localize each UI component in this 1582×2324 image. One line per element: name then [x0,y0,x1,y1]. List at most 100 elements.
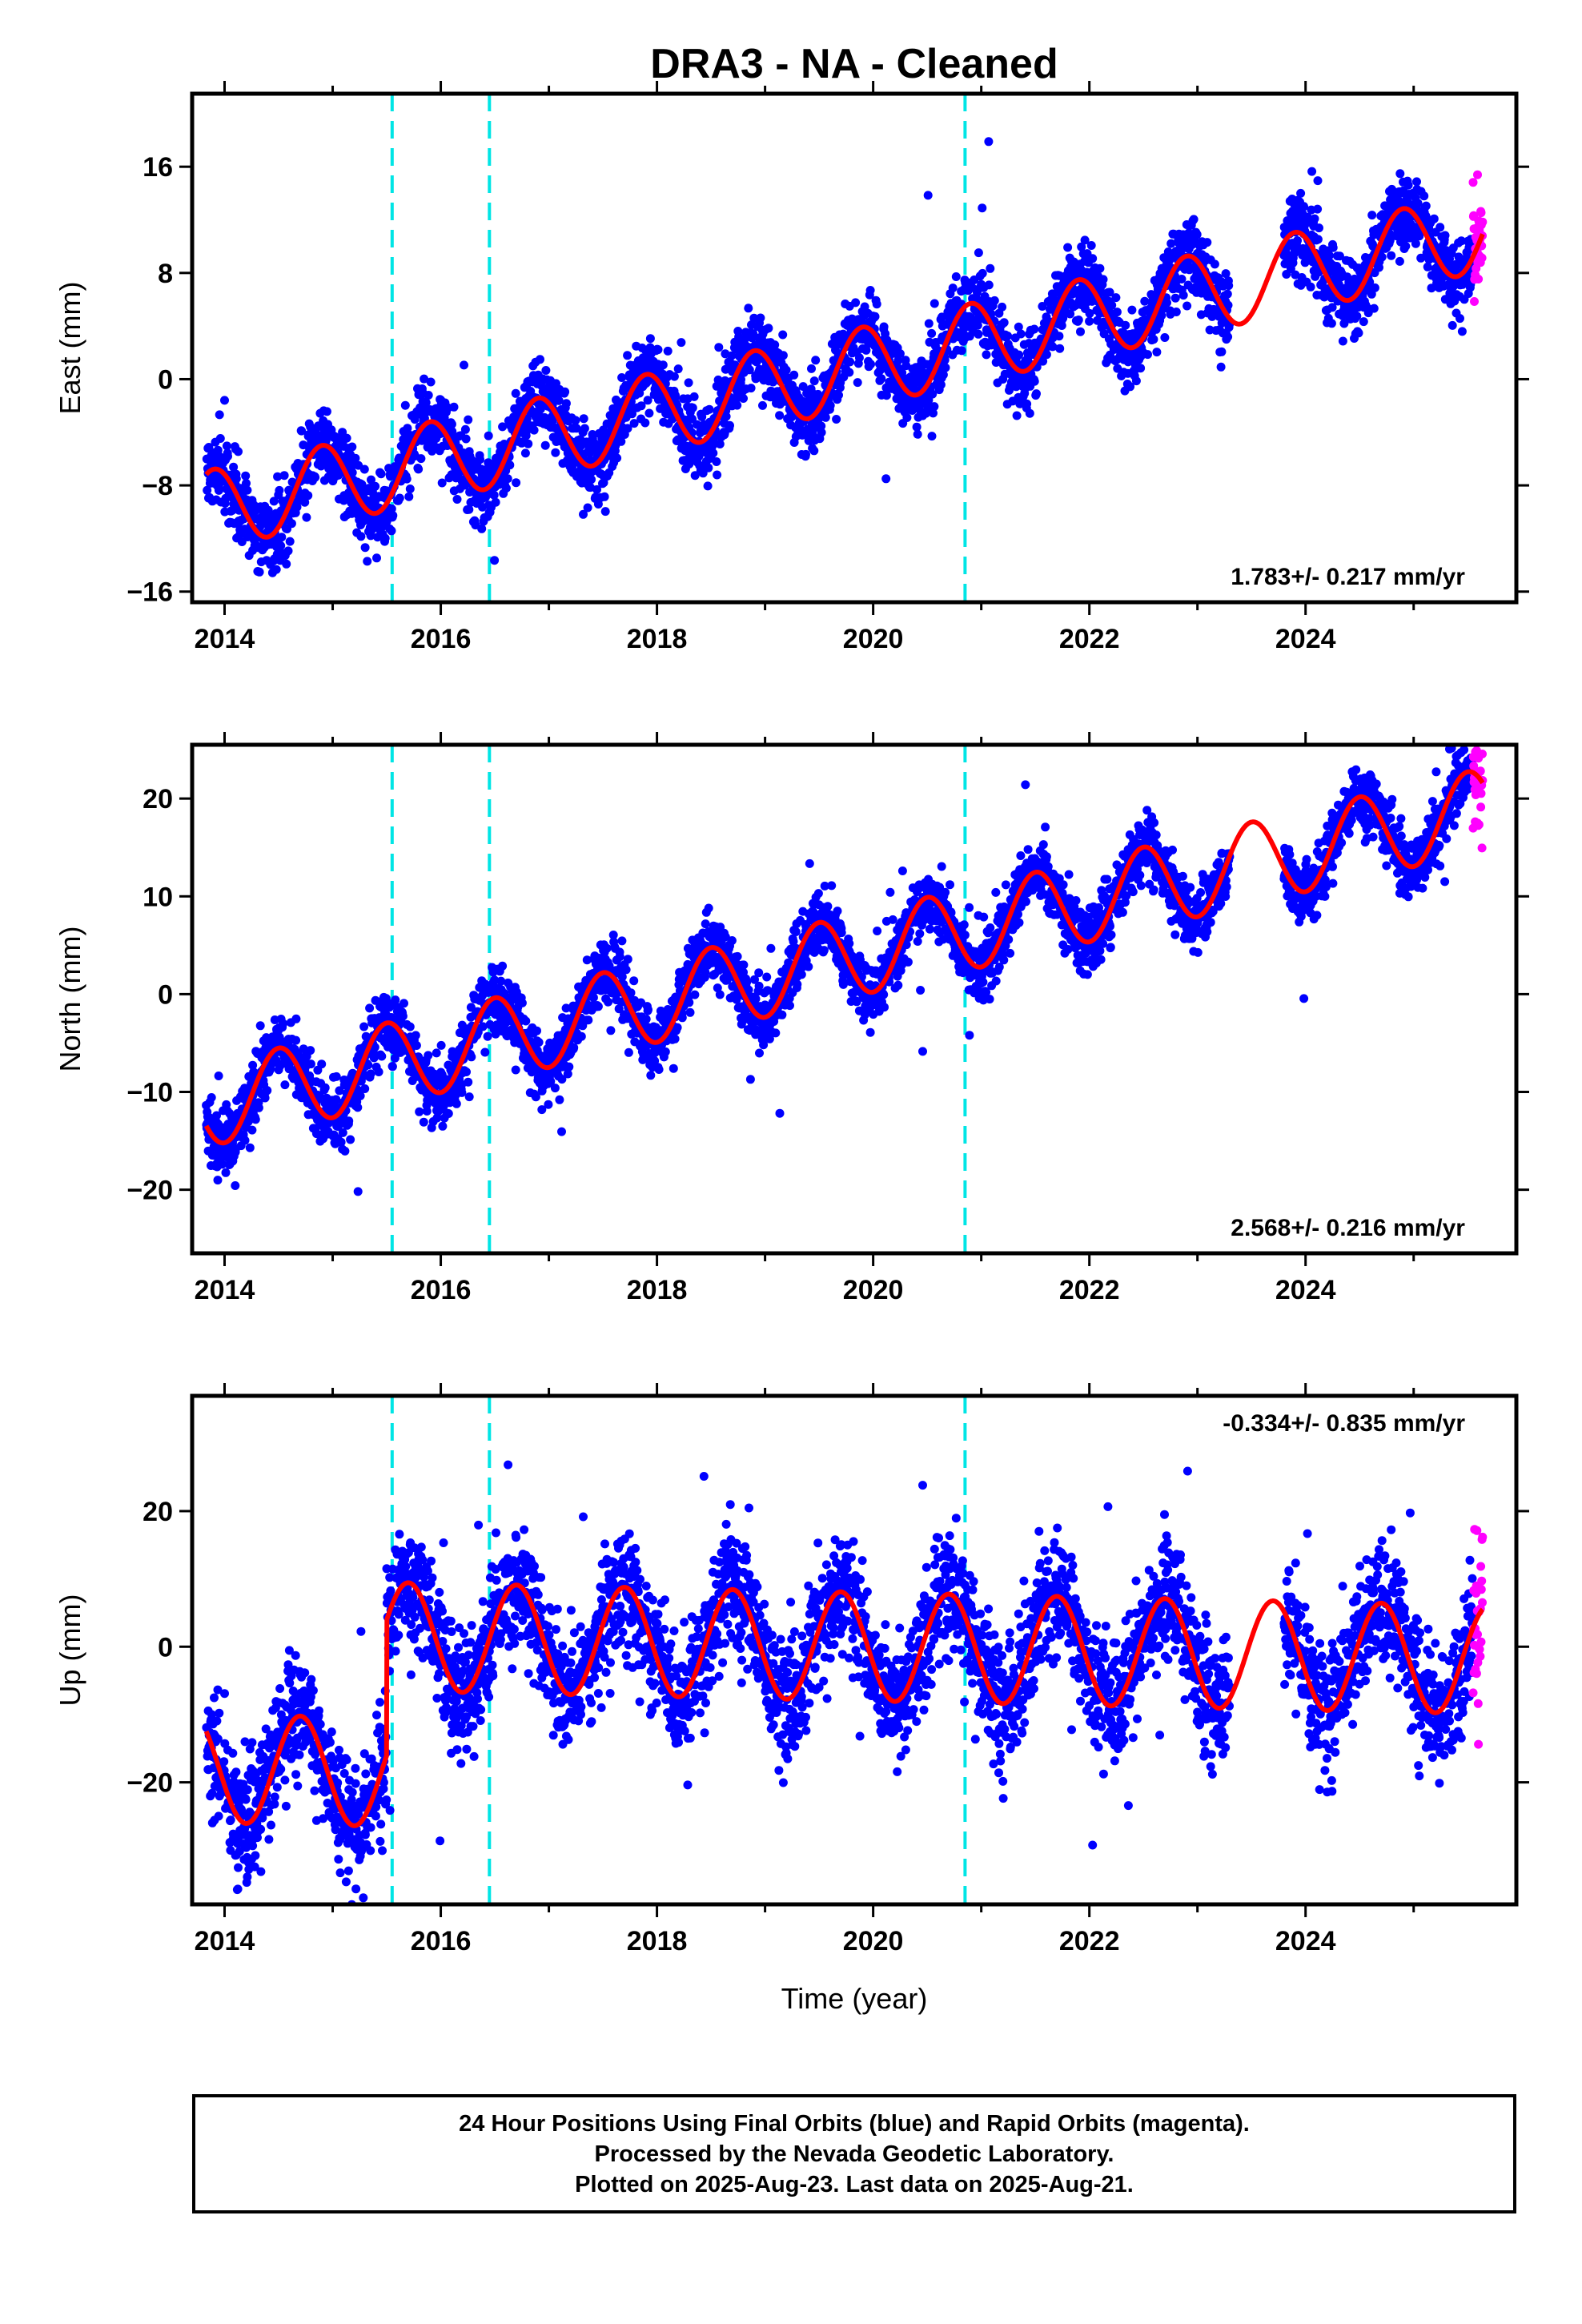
data-point [982,350,991,360]
data-point [688,403,697,412]
data-point [1359,317,1368,327]
data-point [387,526,396,536]
x-tick-label: 2020 [843,624,904,654]
data-point [881,474,891,484]
data-point [342,433,351,443]
data-point [548,416,557,425]
data-point [391,995,400,1005]
data-point [1435,223,1445,232]
data-point [851,298,861,308]
data-point [951,272,961,281]
data-point [1140,296,1150,306]
data-point [347,468,357,477]
data-point [927,328,937,338]
data-point [283,546,293,556]
data-point [930,402,939,412]
data-point [215,410,224,420]
data-point [948,283,958,293]
data-point [412,1041,421,1050]
data-point [203,485,212,495]
data-point [464,415,473,424]
rapid-data-point [1468,178,1478,187]
data-point [260,1093,270,1103]
data-point [280,1080,290,1090]
data-point [600,492,609,501]
data-point [240,1136,250,1145]
data-point [223,452,232,461]
data-point [306,1046,315,1055]
data-point [532,1026,541,1035]
data-point [560,387,570,396]
data-point [263,1086,272,1096]
data-point [377,1051,387,1061]
data-point [306,1059,315,1069]
data-point [529,425,539,435]
data-point [422,1107,432,1116]
data-point [1170,293,1180,303]
data-point [400,999,408,1008]
data-point [363,557,372,566]
rapid-data-point [1477,253,1487,263]
data-point [522,427,531,436]
data-point [1160,333,1170,342]
data-point [1127,305,1137,315]
data-point [1293,236,1302,245]
plot-area [202,745,1488,1253]
data-point [449,402,459,412]
data-point [877,374,886,384]
data-point [251,1115,260,1124]
data-point [503,474,512,484]
data-point [311,472,320,482]
data-point [452,1099,461,1108]
data-point [986,263,995,273]
data-point [353,1103,363,1112]
y-tick-label: 8 [158,259,173,289]
data-point [404,492,414,501]
data-point [460,424,470,434]
data-point [1143,350,1152,360]
data-point [1074,316,1083,324]
data-point [1307,167,1317,176]
data-point [437,478,447,488]
data-point [998,302,1007,312]
data-point [424,391,433,400]
data-point [432,1048,441,1058]
data-point [415,1107,424,1116]
data-point [653,345,663,355]
data-point [1149,335,1158,344]
data-point [414,464,424,474]
data-point [984,137,994,147]
data-point [1162,298,1171,308]
data-point [1086,241,1096,250]
rapid-data-point [1473,170,1482,179]
data-point [357,480,367,489]
data-point [1022,399,1032,408]
data-point [480,1047,490,1057]
data-point [1421,201,1431,211]
data-point [845,357,855,367]
data-point [416,454,426,464]
data-point [713,470,722,480]
data-point [1192,230,1202,239]
data-point [1306,282,1315,292]
data-point [1177,275,1186,283]
data-point [1032,389,1041,399]
data-point [387,1062,397,1072]
data-point [677,338,686,348]
data-point [297,426,307,436]
data-point [512,478,521,488]
data-point [1447,320,1457,330]
data-point [273,472,283,481]
data-point [866,360,875,369]
data-point [419,1117,428,1127]
data-point [331,1072,341,1081]
data-point [865,286,875,295]
data-point [1313,204,1323,214]
data-point [467,1052,476,1062]
data-point [214,1072,223,1080]
data-point [1171,308,1181,316]
rapid-data-point [1478,217,1488,227]
data-point [366,1069,375,1079]
data-point [424,1051,433,1060]
data-point [511,1065,520,1075]
